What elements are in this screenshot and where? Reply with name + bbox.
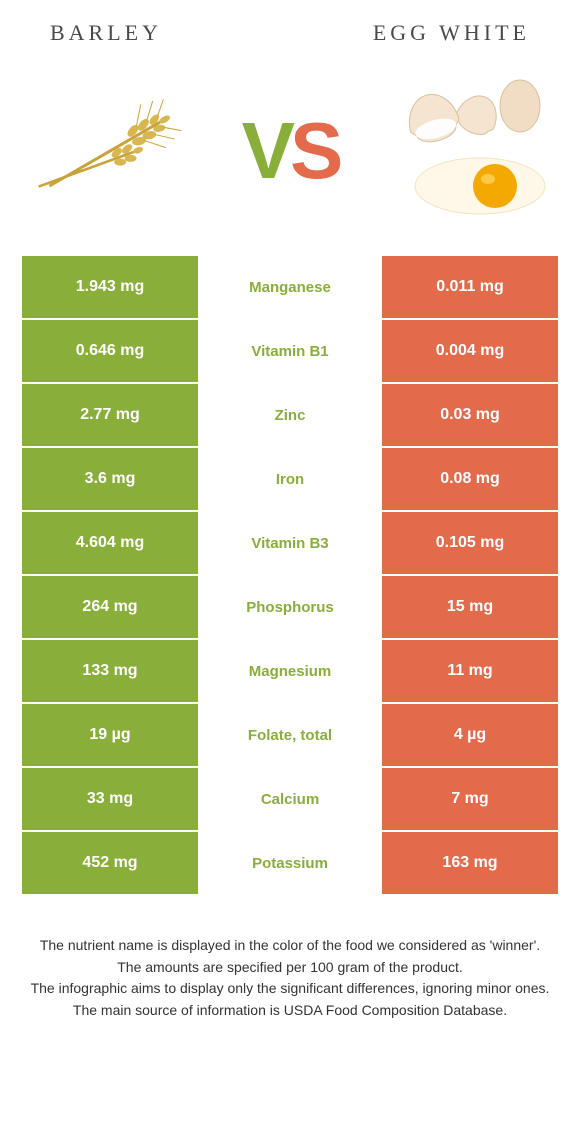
barley-image	[20, 71, 200, 231]
egg-white-image	[380, 71, 560, 231]
value-left: 1.943 mg	[22, 256, 198, 318]
nutrient-name: Iron	[198, 448, 382, 510]
header: BARLEY EGG WHITE	[0, 0, 580, 56]
vs-v: V	[242, 106, 290, 195]
nutrient-name: Potassium	[198, 832, 382, 894]
value-right: 163 mg	[382, 832, 558, 894]
title-right: EGG WHITE	[373, 20, 530, 46]
value-right: 7 mg	[382, 768, 558, 830]
footer-line: The main source of information is USDA F…	[20, 1001, 560, 1021]
table-row: 0.646 mgVitamin B10.004 mg	[22, 320, 558, 382]
nutrient-name: Manganese	[198, 256, 382, 318]
table-row: 19 µgFolate, total4 µg	[22, 704, 558, 766]
table-row: 33 mgCalcium7 mg	[22, 768, 558, 830]
value-left: 3.6 mg	[22, 448, 198, 510]
nutrient-table: 1.943 mgManganese0.011 mg0.646 mgVitamin…	[0, 256, 580, 894]
table-row: 452 mgPotassium163 mg	[22, 832, 558, 894]
nutrient-name: Phosphorus	[198, 576, 382, 638]
title-left: BARLEY	[50, 20, 162, 46]
table-row: 2.77 mgZinc0.03 mg	[22, 384, 558, 446]
value-left: 133 mg	[22, 640, 198, 702]
table-row: 4.604 mgVitamin B30.105 mg	[22, 512, 558, 574]
table-row: 133 mgMagnesium11 mg	[22, 640, 558, 702]
nutrient-name: Zinc	[198, 384, 382, 446]
value-right: 0.011 mg	[382, 256, 558, 318]
vs-label: VS	[242, 105, 339, 197]
footer-line: The nutrient name is displayed in the co…	[20, 936, 560, 956]
footer-line: The infographic aims to display only the…	[20, 979, 560, 999]
value-right: 15 mg	[382, 576, 558, 638]
table-row: 3.6 mgIron0.08 mg	[22, 448, 558, 510]
nutrient-name: Folate, total	[198, 704, 382, 766]
value-left: 0.646 mg	[22, 320, 198, 382]
value-right: 11 mg	[382, 640, 558, 702]
footer-notes: The nutrient name is displayed in the co…	[0, 896, 580, 1032]
value-right: 0.105 mg	[382, 512, 558, 574]
table-row: 264 mgPhosphorus15 mg	[22, 576, 558, 638]
value-left: 452 mg	[22, 832, 198, 894]
footer-line: The amounts are specified per 100 gram o…	[20, 958, 560, 978]
value-left: 2.77 mg	[22, 384, 198, 446]
value-left: 19 µg	[22, 704, 198, 766]
value-right: 0.004 mg	[382, 320, 558, 382]
nutrient-name: Vitamin B1	[198, 320, 382, 382]
value-left: 264 mg	[22, 576, 198, 638]
nutrient-name: Vitamin B3	[198, 512, 382, 574]
nutrient-name: Calcium	[198, 768, 382, 830]
value-right: 0.03 mg	[382, 384, 558, 446]
value-left: 4.604 mg	[22, 512, 198, 574]
table-row: 1.943 mgManganese0.011 mg	[22, 256, 558, 318]
nutrient-name: Magnesium	[198, 640, 382, 702]
images-row: VS	[0, 56, 580, 256]
value-left: 33 mg	[22, 768, 198, 830]
value-right: 4 µg	[382, 704, 558, 766]
value-right: 0.08 mg	[382, 448, 558, 510]
vs-s: S	[290, 106, 338, 195]
